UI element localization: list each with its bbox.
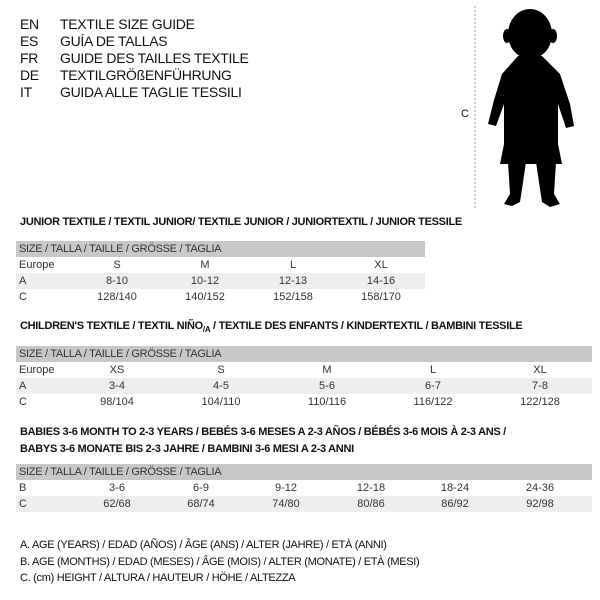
children-section-title: CHILDREN'S TEXTILE / TEXTIL NIÑO/A / TEX… bbox=[20, 320, 523, 335]
baby-silhouette-icon bbox=[474, 6, 574, 209]
cell: XL bbox=[374, 259, 388, 271]
babies-size-table: SIZE / TALLA / TAILLE / GRÖSSE / TAGLIA … bbox=[16, 464, 592, 512]
title-fr: GUIDE DES TAILLES TEXTILE bbox=[60, 50, 249, 66]
table-row: C 62/68 68/74 74/80 80/86 86/92 92/98 bbox=[16, 496, 592, 512]
cell: S bbox=[217, 364, 225, 376]
cell: 6-9 bbox=[193, 482, 209, 494]
cell: 110/116 bbox=[307, 396, 347, 408]
table-row: Europe XS S M L XL bbox=[16, 362, 592, 378]
cell: 12-18 bbox=[356, 482, 386, 494]
cell: 104/110 bbox=[201, 396, 241, 408]
row-label: C bbox=[19, 498, 27, 510]
lang-code-de: DE bbox=[20, 67, 39, 83]
lang-code-it: IT bbox=[20, 84, 32, 100]
measure-label: C bbox=[461, 108, 469, 120]
junior-size-table: SIZE / TALLA / TAILLE / GRÖSSE / TAGLIA … bbox=[16, 241, 425, 305]
lang-code-es: ES bbox=[20, 33, 39, 49]
cell: 10-12 bbox=[190, 275, 220, 287]
cell: L bbox=[429, 364, 437, 376]
cell: 62/68 bbox=[103, 498, 131, 510]
cell: L bbox=[289, 259, 297, 271]
cell: M bbox=[322, 364, 332, 376]
cell: 12-13 bbox=[278, 275, 308, 287]
row-label: C bbox=[19, 396, 27, 408]
cell: M bbox=[200, 259, 210, 271]
title-es: GUÍA DE TALLAS bbox=[60, 33, 168, 49]
title-subscript: /A bbox=[202, 325, 211, 335]
babies-section-title-line2: BABYS 3-6 MONATE BIS 2-3 JAHRE / BAMBINI… bbox=[20, 443, 354, 455]
cell: 68/74 bbox=[187, 498, 215, 510]
cell: 116/122 bbox=[413, 396, 453, 408]
cell: 3-4 bbox=[109, 380, 125, 392]
legend-b: B. AGE (MONTHS) / EDAD (MESES) / ÂGE (MO… bbox=[20, 556, 420, 568]
legend-c: C. (cm) HEIGHT / ALTURA / HAUTEUR / HÖHE… bbox=[20, 572, 296, 584]
title-en: TEXTILE SIZE GUIDE bbox=[60, 16, 195, 32]
cell: 5-6 bbox=[319, 380, 335, 392]
title-part: / TEXTILE DES ENFANTS / KINDERTEXTIL / B… bbox=[210, 320, 523, 332]
row-label: B bbox=[19, 482, 27, 494]
cell: 14-16 bbox=[366, 275, 396, 287]
title-it: GUIDA ALLE TAGLIE TESSILI bbox=[60, 84, 242, 100]
table-row: Europe S M L XL bbox=[16, 257, 425, 273]
babies-section-title-line1: BABIES 3-6 MONTH TO 2-3 YEARS / BEBÉS 3-… bbox=[20, 426, 506, 438]
cell: XL bbox=[533, 364, 547, 376]
lang-code-en: EN bbox=[20, 16, 39, 32]
cell: 92/98 bbox=[526, 498, 554, 510]
title-part: CHILDREN'S TEXTILE / TEXTIL NIÑO bbox=[20, 320, 203, 332]
children-size-table: SIZE / TALLA / TAILLE / GRÖSSE / TAGLIA … bbox=[16, 346, 592, 410]
cell: 9-12 bbox=[274, 482, 298, 494]
cell: 8-10 bbox=[105, 275, 129, 287]
table-header: SIZE / TALLA / TAILLE / GRÖSSE / TAGLIA bbox=[16, 464, 592, 480]
row-label: A bbox=[19, 275, 27, 287]
cell: 140/152 bbox=[185, 291, 225, 303]
cell: 152/158 bbox=[273, 291, 313, 303]
row-label: Europe bbox=[19, 364, 55, 376]
cell: 158/170 bbox=[361, 291, 401, 303]
table-row: A 3-4 4-5 5-6 6-7 7-8 bbox=[16, 378, 592, 394]
table-row: C 128/140 140/152 152/158 158/170 bbox=[16, 289, 425, 305]
table-row: B 3-6 6-9 9-12 12-18 18-24 24-36 bbox=[16, 480, 592, 496]
cell: 3-6 bbox=[109, 482, 125, 494]
cell: S bbox=[113, 259, 121, 271]
cell: 18-24 bbox=[440, 482, 470, 494]
table-header: SIZE / TALLA / TAILLE / GRÖSSE / TAGLIA bbox=[16, 346, 592, 362]
cell: 4-5 bbox=[213, 380, 229, 392]
cell: 86/92 bbox=[441, 498, 469, 510]
cell: XS bbox=[109, 364, 125, 376]
row-label: A bbox=[19, 380, 27, 392]
cell: 128/140 bbox=[97, 291, 137, 303]
cell: 24-36 bbox=[525, 482, 555, 494]
cell: 80/86 bbox=[357, 498, 385, 510]
table-row: A 8-10 10-12 12-13 14-16 bbox=[16, 273, 425, 289]
legend-a: A. AGE (YEARS) / EDAD (AÑOS) / ÂGE (ANS)… bbox=[20, 539, 387, 551]
table-row: C 98/104 104/110 110/116 116/122 122/128 bbox=[16, 394, 592, 410]
cell: 122/128 bbox=[520, 396, 560, 408]
lang-code-fr: FR bbox=[20, 50, 39, 66]
row-label: C bbox=[19, 291, 27, 303]
row-label: Europe bbox=[19, 259, 55, 271]
cell: 98/104 bbox=[100, 396, 134, 408]
title-de: TEXTILGRÖßENFÜHRUNG bbox=[60, 67, 232, 83]
cell: 74/80 bbox=[272, 498, 300, 510]
table-header: SIZE / TALLA / TAILLE / GRÖSSE / TAGLIA bbox=[16, 241, 425, 257]
junior-section-title: JUNIOR TEXTILE / TEXTIL JUNIOR/ TEXTILE … bbox=[20, 216, 462, 228]
cell: 6-7 bbox=[425, 380, 441, 392]
cell: 7-8 bbox=[532, 380, 548, 392]
